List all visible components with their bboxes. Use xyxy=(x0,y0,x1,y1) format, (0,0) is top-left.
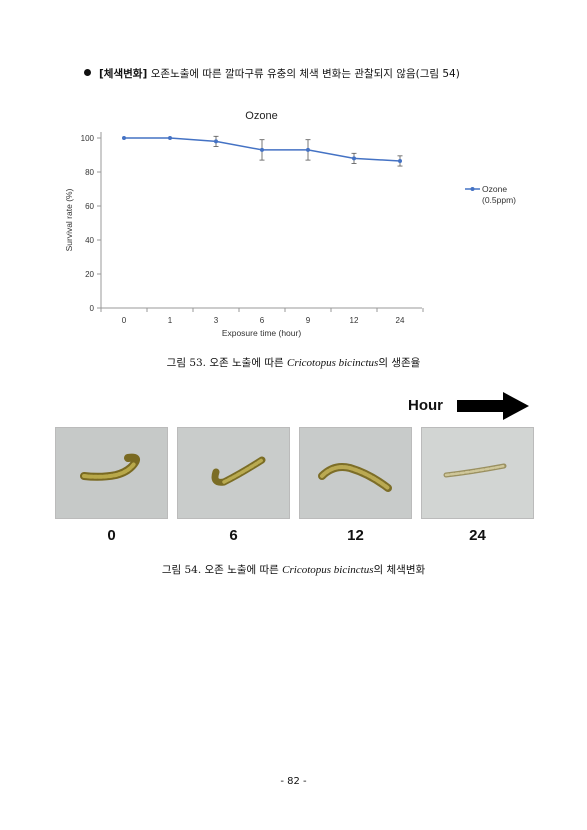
right-arrow-icon xyxy=(457,392,529,420)
larva-photo-12h xyxy=(299,427,412,519)
figure-53-species: Cricotopus bicinctus xyxy=(286,357,379,369)
x-tick-label: 9 xyxy=(306,316,311,325)
y-tick-label: 80 xyxy=(85,168,94,177)
figure-54-suffix: 의 체색변화 xyxy=(373,564,426,576)
legend-label: Ozone xyxy=(482,184,507,194)
x-tick-label: 3 xyxy=(214,316,219,325)
data-point xyxy=(214,139,218,144)
figure-53-caption: 그림 53. 오존 노출에 따른 Cricotopus bicinctus의 생… xyxy=(0,355,587,370)
time-label-24: 24 xyxy=(469,527,486,544)
time-label-6: 6 xyxy=(229,527,238,544)
larva-photo-24h xyxy=(421,427,534,519)
legend-marker xyxy=(470,187,475,191)
bullet-text: 오존노출에 따른 깔따구류 유충의 체색 변화는 관찰되지 않음(그림 54) xyxy=(150,68,460,80)
larva-photo-6h xyxy=(177,427,290,519)
hour-label: Hour xyxy=(408,397,443,414)
larva-photo-0h xyxy=(55,427,168,519)
time-label-12: 12 xyxy=(347,527,364,544)
x-tick-label: 0 xyxy=(122,316,127,325)
time-label-0: 0 xyxy=(107,527,116,544)
y-tick-label: 60 xyxy=(85,202,94,211)
x-tick-label: 6 xyxy=(260,316,265,325)
figure-53-suffix: 의 생존율 xyxy=(378,357,421,369)
x-axis-label: Exposure time (hour) xyxy=(222,328,302,338)
data-point xyxy=(352,156,356,161)
data-point xyxy=(260,147,264,152)
bullet-dot-icon xyxy=(84,69,91,76)
page-number: - 82 - xyxy=(280,776,307,787)
figure-53-prefix: 그림 53. 오존 노출에 따른 xyxy=(166,357,287,369)
y-tick-label: 20 xyxy=(85,270,94,279)
bullet-label: [체색변화] xyxy=(99,68,148,80)
figure-54-prefix: 그림 54. 오존 노출에 따른 xyxy=(161,564,283,576)
x-tick-label: 1 xyxy=(168,316,173,325)
data-point xyxy=(168,136,172,140)
chart-title: Ozone xyxy=(245,110,277,122)
y-axis-label: Survival rate (%) xyxy=(64,188,74,251)
y-tick-label: 100 xyxy=(81,134,95,143)
y-tick-label: 40 xyxy=(85,236,94,245)
data-point xyxy=(122,136,126,140)
figure-54-caption: 그림 54. 오존 노출에 따른 Cricotopus bicinctus의 체… xyxy=(0,562,587,577)
data-point xyxy=(306,147,310,152)
data-point xyxy=(398,158,402,163)
legend-label-sub: (0.5ppm) xyxy=(482,195,516,205)
x-tick-label: 24 xyxy=(396,316,405,325)
survival-rate-chart: Ozone 0 20 40 60 80 100 0 1 3 6 9 12 24 Exposure time … xyxy=(64,110,516,338)
x-tick-label: 12 xyxy=(350,316,359,325)
y-tick-label: 0 xyxy=(90,304,95,313)
bullet-paragraph: [체색변화] 오존노출에 따른 깔따구류 유충의 체색 변화는 관찰되지 않음(… xyxy=(84,67,554,81)
figure-54-species: Cricotopus bicinctus xyxy=(282,564,374,576)
